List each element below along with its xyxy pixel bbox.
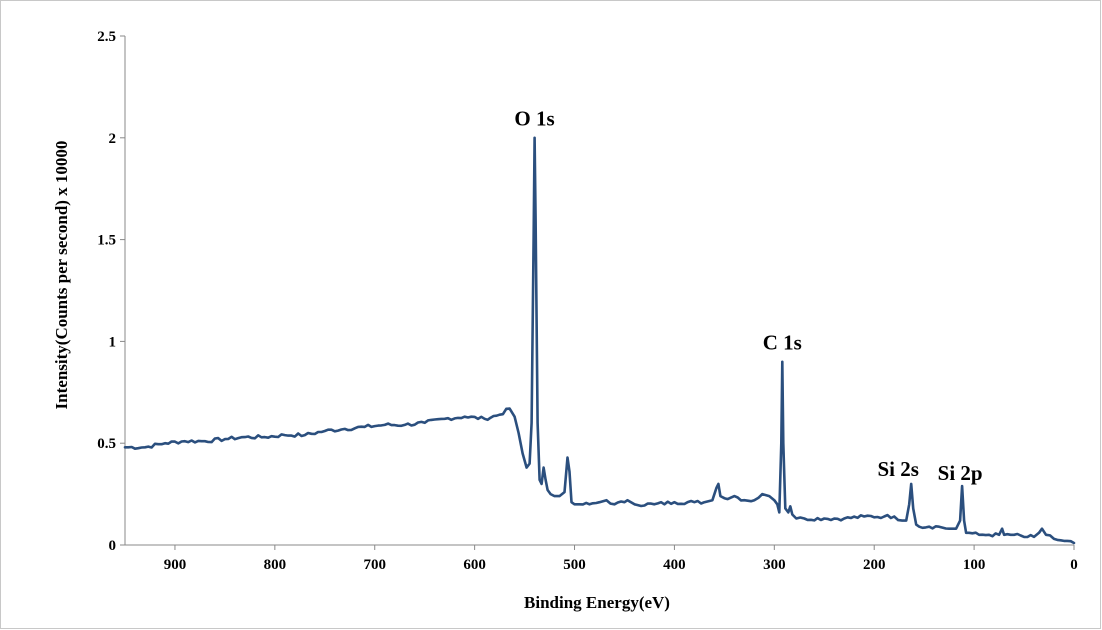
y-tick-label: 0.5 bbox=[97, 436, 116, 452]
x-tick-label: 0 bbox=[1070, 557, 1078, 573]
y-tick-label: 2 bbox=[109, 131, 117, 147]
peak-label: C 1s bbox=[763, 331, 802, 355]
y-tick-label: 2.5 bbox=[97, 29, 116, 45]
peak-annotations: O 1s C 1s Si 2s Si 2p bbox=[514, 107, 982, 485]
spectrum-line bbox=[123, 136, 1076, 545]
peak-label: O 1s bbox=[514, 107, 554, 131]
x-tick-label: 700 bbox=[363, 557, 386, 573]
x-tick-label: 900 bbox=[164, 557, 187, 573]
x-tick-label: 300 bbox=[763, 557, 786, 573]
x-tick-label: 500 bbox=[563, 557, 586, 573]
y-axis-title: Intensity(Counts per second) x 10000 bbox=[52, 141, 71, 410]
x-tick-label: 600 bbox=[463, 557, 486, 573]
y-tick-label: 0 bbox=[109, 538, 117, 554]
x-tick-label: 400 bbox=[663, 557, 686, 573]
y-tick-label: 1 bbox=[109, 334, 117, 350]
y-tick-label: 1.5 bbox=[97, 233, 116, 249]
x-ticks: 900 800 700 600 500 400 300 200 100 0 bbox=[164, 545, 1078, 573]
x-tick-label: 100 bbox=[963, 557, 986, 573]
x-tick-label: 200 bbox=[863, 557, 886, 573]
x-axis-title: Binding Energy(eV) bbox=[524, 593, 670, 612]
x-tick-label: 800 bbox=[264, 557, 287, 573]
peak-label: Si 2p bbox=[938, 461, 983, 485]
y-ticks: 0 0.5 1 1.5 2 2.5 bbox=[97, 29, 125, 554]
axes bbox=[124, 36, 1074, 546]
peak-label: Si 2s bbox=[877, 457, 918, 481]
